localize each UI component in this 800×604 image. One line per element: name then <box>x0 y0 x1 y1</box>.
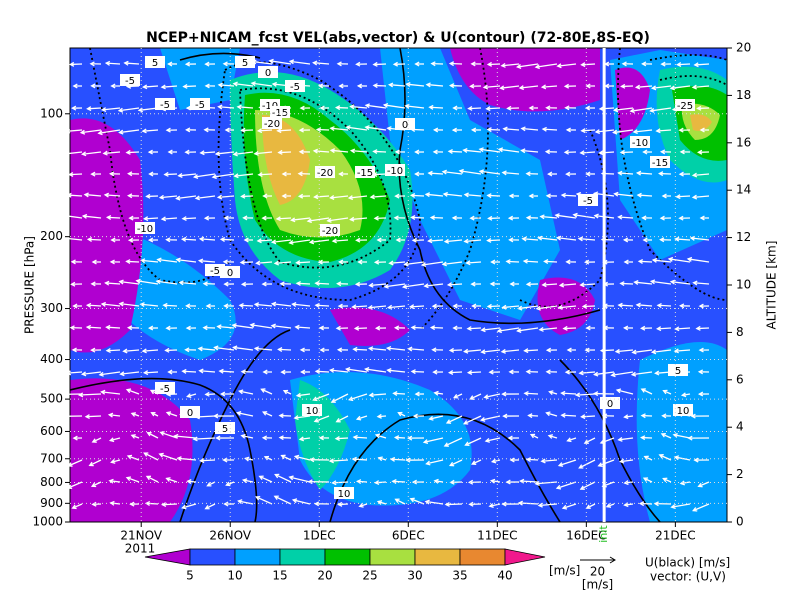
y-axis-label: PRESSURE [hPa] <box>23 236 37 334</box>
colorbar-box <box>190 549 235 565</box>
contour-label: -15 <box>357 168 373 179</box>
contour-label: 0 <box>265 68 271 79</box>
contour-label: 0 <box>607 399 613 410</box>
y2-tick-label: 12 <box>736 230 751 244</box>
contour-label: -25 <box>677 101 693 112</box>
y-tick-label: 400 <box>40 352 63 366</box>
contour-label: 5 <box>675 366 681 377</box>
contour-label: -5 <box>125 76 135 87</box>
y-tick-label: 600 <box>40 424 63 438</box>
y2-tick-label: 0 <box>736 515 744 529</box>
y-tick-label: 100 <box>40 106 63 120</box>
y2-tick-label: 20 <box>736 41 751 55</box>
contour-label: 0 <box>227 268 233 279</box>
contour-label: -5 <box>290 82 300 93</box>
contour-label: 0 <box>402 120 408 131</box>
x-tick-label: 21DEC <box>655 529 695 543</box>
contour-label: 5 <box>152 58 158 69</box>
y2-tick-label: 2 <box>736 467 744 481</box>
contour-label: -10 <box>387 166 403 177</box>
y-tick-label: 900 <box>40 496 63 510</box>
contour-label: 10 <box>677 406 690 417</box>
y2-tick-label: 14 <box>736 183 751 197</box>
y2-axis-label: ALTITUDE [km] <box>765 241 779 330</box>
x-tick-label: 26NOV <box>209 529 251 543</box>
contour-label: -20 <box>322 226 338 237</box>
contour-label: -10 <box>137 224 153 235</box>
colorbar-unit: [m/s] <box>549 564 580 578</box>
colorbar-box <box>325 549 370 565</box>
contour-label: -5 <box>210 266 220 277</box>
contour-label: 10 <box>306 406 319 417</box>
contour-label: 10 <box>338 489 351 500</box>
y2-tick-label: 6 <box>736 372 744 386</box>
year-label: 2011 <box>125 542 156 556</box>
contour-legend: U(black) [m/s] <box>645 556 730 570</box>
vector-legend: vector: (U,V) <box>650 570 726 584</box>
colorbar-box <box>280 549 325 565</box>
y-tick-label: 500 <box>40 392 63 406</box>
x-tick-label: 1DEC <box>303 529 336 543</box>
contour-label: -15 <box>652 158 668 169</box>
y2-tick-label: 18 <box>736 88 751 102</box>
y-tick-label: 700 <box>40 451 63 465</box>
colorbar-box <box>235 549 280 565</box>
init-label: init <box>597 525 610 543</box>
contour-label: -20 <box>264 119 280 130</box>
contour-label: -10 <box>632 138 648 149</box>
colorbar-tick-label: 10 <box>227 569 242 583</box>
y2-tick-label: 10 <box>736 278 751 292</box>
colorbar-tick-label: 30 <box>407 569 422 583</box>
contour-label: 5 <box>242 58 248 69</box>
colorbar-box <box>370 549 415 565</box>
colorbar-tick-label: 25 <box>362 569 377 583</box>
y-tick-label: 800 <box>40 475 63 489</box>
contour-label: -5 <box>160 384 170 395</box>
y-tick-label: 200 <box>40 229 63 243</box>
x-tick-label: 21NOV <box>120 529 162 543</box>
y-tick-label: 1000 <box>32 515 63 529</box>
contour-label: -5 <box>583 196 593 207</box>
contour-label: 0 <box>187 408 193 419</box>
y2-tick-label: 4 <box>736 420 744 434</box>
vector-arrow <box>446 504 462 505</box>
reference-value: 20 <box>590 565 605 579</box>
colorbar-box <box>460 549 505 565</box>
colorbar-tick-label: 5 <box>186 569 194 583</box>
x-tick-label: 11DEC <box>477 529 517 543</box>
reference-unit: [m/s] <box>582 578 613 592</box>
y-tick-label: 300 <box>40 301 63 315</box>
colorbar-tick-label: 15 <box>272 569 287 583</box>
colorbar-tick-label: 40 <box>497 569 512 583</box>
contour-label: -5 <box>160 100 170 111</box>
colorbar-tick-label: 20 <box>317 569 332 583</box>
contour-label: -5 <box>195 100 205 111</box>
contour-label: -20 <box>317 168 333 179</box>
contour-label: 5 <box>222 424 228 435</box>
colorbar-over <box>505 549 545 565</box>
y2-tick-label: 16 <box>736 135 751 149</box>
chart-title: NCEP+NICAM_fcst VEL(abs,vector) & U(cont… <box>146 30 650 46</box>
colorbar-tick-label: 35 <box>452 569 467 583</box>
colorbar-box <box>415 549 460 565</box>
vector-arrow <box>86 416 101 417</box>
y2-tick-label: 8 <box>736 325 744 339</box>
x-tick-label: 6DEC <box>392 529 425 543</box>
